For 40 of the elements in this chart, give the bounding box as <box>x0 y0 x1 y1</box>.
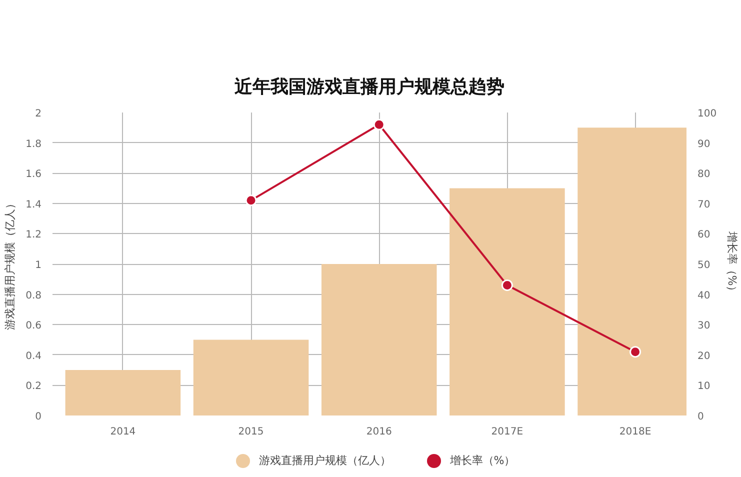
y2-tick-label: 90 <box>698 138 710 150</box>
bar <box>193 340 309 416</box>
legend-label: 游戏直播用户规模（亿人） <box>258 453 391 469</box>
x-tick-label: 2015 <box>238 426 264 438</box>
point <box>373 118 385 130</box>
point <box>501 279 513 291</box>
y2-tick-label: 40 <box>698 290 710 302</box>
y2-tick-label: 20 <box>698 350 710 362</box>
bar <box>450 188 565 416</box>
x-tick-label: 2014 <box>110 426 136 438</box>
bar <box>65 370 181 416</box>
y-tick-label: 1.6 <box>26 169 42 180</box>
y2-tick-label: 50 <box>698 260 710 271</box>
y-tick-label: 0.4 <box>26 350 42 362</box>
y2-tick-label: 100 <box>698 108 717 120</box>
y-tick-label: 0.8 <box>26 290 42 302</box>
y-tick-label: 1 <box>35 260 42 271</box>
chart-title: 近年我国游戏直播用户规模总趋势 <box>234 76 504 98</box>
y-tick-label: 1.2 <box>26 230 42 241</box>
y-tick-label: 0.2 <box>26 381 42 392</box>
legend-label: 增长率（%） <box>450 453 516 469</box>
x-tick-label: 2017E <box>491 426 524 438</box>
x-tick-label: 2016 <box>366 426 392 438</box>
x-tick-label: 2018E <box>619 426 652 438</box>
y2-tick-label: 60 <box>698 230 710 241</box>
y-tick-label: 1.4 <box>26 199 42 210</box>
y-axis-title: 游戏直播用户规模（亿人） <box>4 198 17 330</box>
point <box>245 194 257 206</box>
y2-tick-label: 70 <box>698 199 710 210</box>
y2-tick-label: 30 <box>698 320 710 332</box>
y2-tick-label: 0 <box>698 412 704 422</box>
y-tick-label: 1.8 <box>26 138 42 150</box>
y-tick-label: 2 <box>35 108 42 120</box>
point <box>630 346 642 358</box>
bar <box>321 264 437 416</box>
y2-tick-label: 80 <box>698 169 710 180</box>
y-tick-label: 0.6 <box>26 320 42 332</box>
y-tick-label: 0 <box>35 412 42 422</box>
y2-axis-title: 增长率（%） <box>726 230 739 297</box>
y2-tick-label: 10 <box>698 381 710 392</box>
